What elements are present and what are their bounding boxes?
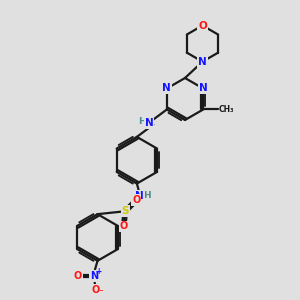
Text: N: N (162, 83, 171, 94)
Text: ⁻: ⁻ (98, 288, 103, 297)
Text: +: + (96, 267, 102, 276)
Text: N: N (198, 57, 207, 67)
Text: N: N (135, 191, 144, 201)
Text: CH₃: CH₃ (219, 105, 234, 114)
Text: O: O (92, 285, 100, 295)
Text: O: O (132, 195, 140, 205)
Text: N: N (145, 118, 153, 128)
Text: O: O (74, 271, 82, 281)
Text: H: H (138, 117, 146, 126)
Text: H: H (143, 191, 150, 200)
Text: O: O (198, 20, 207, 31)
Text: S: S (122, 206, 129, 216)
Text: N: N (90, 271, 98, 281)
Text: N: N (199, 83, 208, 94)
Text: O: O (120, 221, 128, 231)
